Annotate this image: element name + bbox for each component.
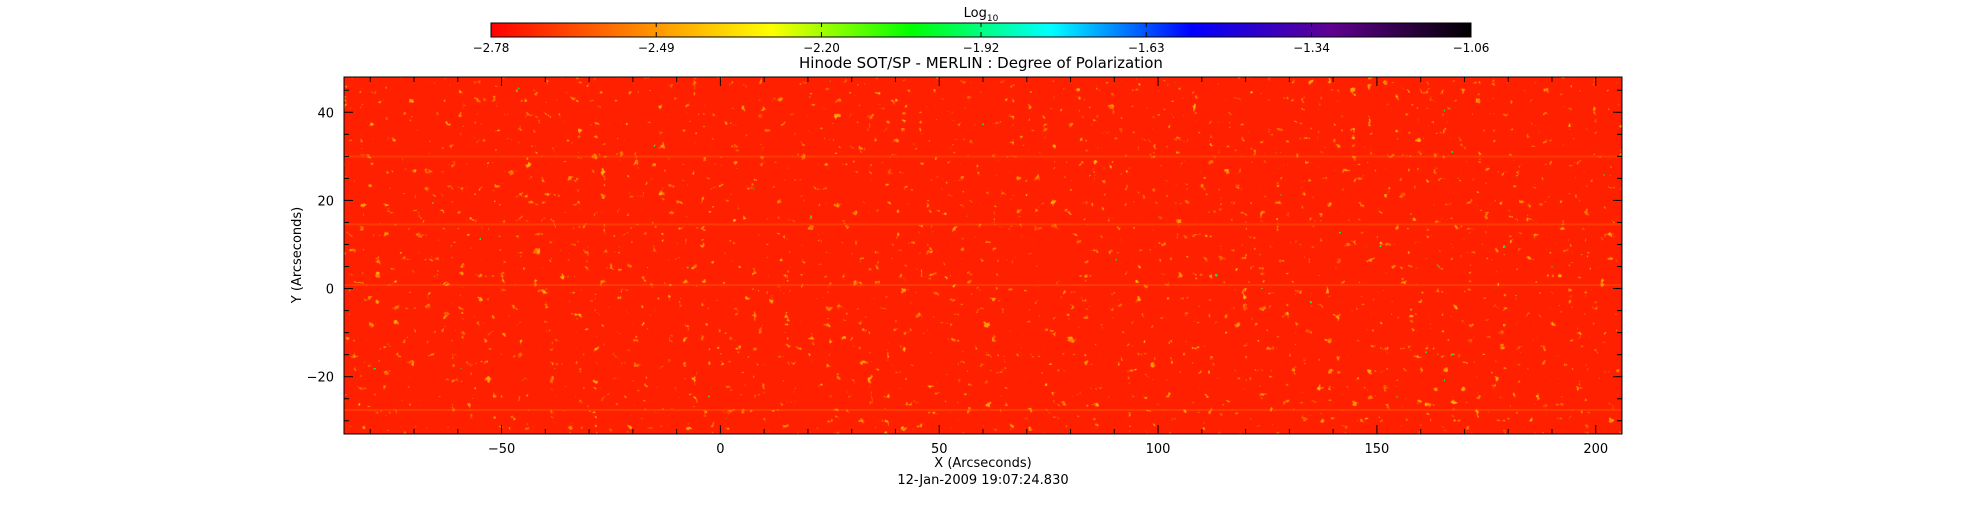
x-tick-label: 0 bbox=[716, 442, 724, 457]
x-axis-label: X (Arcseconds) bbox=[934, 456, 1031, 471]
x-tick-label: −50 bbox=[488, 442, 515, 457]
chart-title: Hinode SOT/SP - MERLIN : Degree of Polar… bbox=[799, 54, 1163, 72]
plot-area: −50 0 50 100 150 200 −20 0 20 40 bbox=[307, 76, 1623, 457]
polarization-map bbox=[344, 77, 1622, 434]
x-tick-label: 100 bbox=[1146, 442, 1171, 457]
colorbar-tick-label: −2.49 bbox=[638, 41, 675, 55]
x-tick-label: 150 bbox=[1364, 442, 1389, 457]
scan-stripe bbox=[344, 284, 1622, 287]
x-axis-ticks: −50 0 50 100 150 200 bbox=[369, 77, 1608, 457]
y-axis-ticks: −20 0 20 40 bbox=[307, 89, 1622, 422]
y-tick-label: 40 bbox=[317, 106, 334, 121]
scan-stripe bbox=[344, 223, 1622, 226]
colorbar-tick-label: −2.20 bbox=[803, 41, 840, 55]
y-tick-label: 20 bbox=[317, 194, 334, 209]
x-tick-label: 200 bbox=[1583, 442, 1608, 457]
colorbar: Log10 −2.78 −2.49 −2.20 −1.92 −1.63 −1.34 −1.0… bbox=[473, 6, 1490, 55]
colorbar-tick-label: −2.78 bbox=[473, 41, 510, 55]
colorbar-tick-label: −1.06 bbox=[1453, 41, 1490, 55]
scan-stripe bbox=[344, 155, 1622, 158]
scan-stripes bbox=[344, 155, 1622, 412]
y-tick-label: −20 bbox=[307, 371, 334, 386]
x-tick-label: 50 bbox=[931, 442, 948, 457]
y-tick-label: 0 bbox=[326, 283, 334, 298]
colorbar-ticks: −2.78 −2.49 −2.20 −1.92 −1.63 −1.34 −1.06 bbox=[473, 23, 1490, 55]
timestamp: 12-Jan-2009 19:07:24.830 bbox=[897, 473, 1068, 488]
colorbar-label: Log10 bbox=[964, 6, 999, 24]
colorbar-tick-label: −1.92 bbox=[963, 41, 1000, 55]
scan-stripe bbox=[344, 409, 1622, 412]
colorbar-tick-label: −1.34 bbox=[1293, 41, 1330, 55]
colorbar-tick-label: −1.63 bbox=[1128, 41, 1165, 55]
y-axis-label: Y (Arcseconds) bbox=[290, 207, 305, 304]
